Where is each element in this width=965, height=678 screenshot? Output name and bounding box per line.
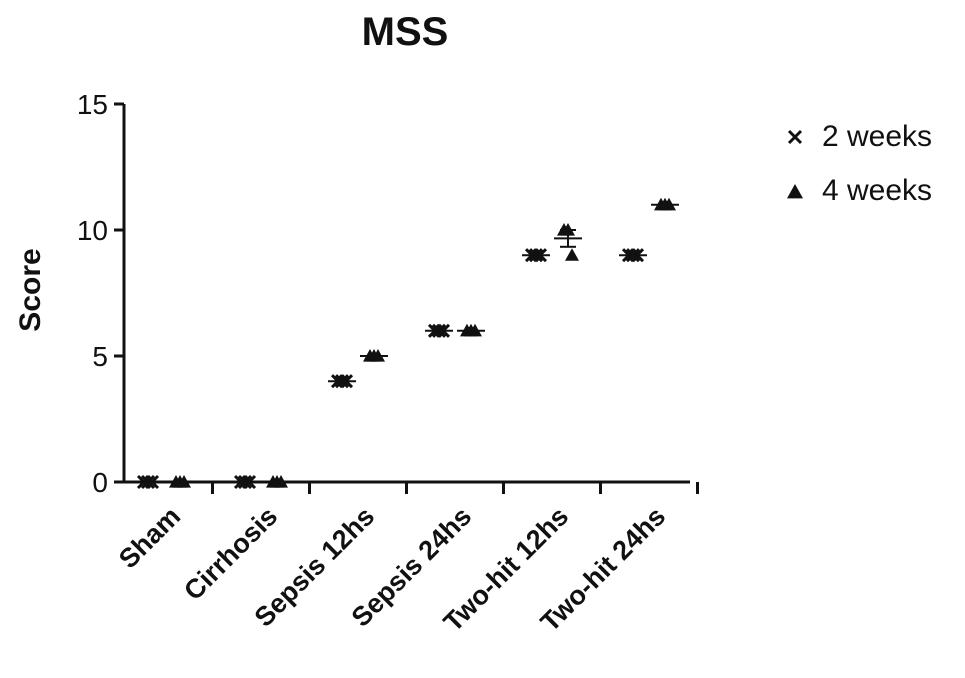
point-group-2-weeks <box>425 323 453 338</box>
data-point-x <box>629 248 645 263</box>
data-point-x <box>528 248 544 263</box>
legend: 2 weeks 4 weeks <box>787 120 932 207</box>
data-point-triangle <box>371 349 385 362</box>
data-point-triangle <box>274 475 288 488</box>
legend-item-2-weeks: 2 weeks <box>787 120 932 153</box>
point-group-2-weeks <box>231 474 259 490</box>
data-points <box>134 197 679 490</box>
y-tick-label: 10 <box>77 215 108 246</box>
data-point-x <box>144 474 160 490</box>
data-point-x <box>625 248 641 263</box>
y-tick-label: 5 <box>92 341 108 372</box>
data-point-triangle <box>177 475 191 488</box>
chart-title: MSS <box>362 10 449 54</box>
data-point-x <box>338 374 354 389</box>
point-group-2-weeks <box>619 248 647 263</box>
data-point-triangle <box>662 197 676 211</box>
data-point-x <box>431 323 447 338</box>
point-group-4-weeks <box>457 323 485 337</box>
data-point-x <box>237 474 253 490</box>
data-point-triangle <box>561 223 575 236</box>
data-point-triangle <box>565 248 579 261</box>
legend-label-2-weeks: 2 weeks <box>822 120 932 153</box>
x-tick-label: Cirrhosis <box>178 501 283 606</box>
x-tick-label: Sham <box>113 501 186 574</box>
point-group-2-weeks <box>134 474 162 490</box>
point-group-4-weeks <box>651 197 679 211</box>
point-group-4-weeks <box>166 475 194 488</box>
y-axis-label: Score <box>14 248 47 331</box>
point-group-2-weeks <box>522 248 550 263</box>
legend-item-4-weeks: 4 weeks <box>787 174 932 207</box>
data-point-x <box>140 474 156 490</box>
legend-label-4-weeks: 4 weeks <box>822 174 932 207</box>
y-tick-label: 0 <box>92 467 108 498</box>
data-point-x <box>435 323 451 338</box>
legend-triangle-marker-icon <box>787 184 803 199</box>
y-axis-ticks: 0 5 10 15 <box>77 89 124 498</box>
data-point-x <box>532 248 548 263</box>
point-group-4-weeks <box>263 475 291 488</box>
legend-x-marker-icon <box>787 129 803 145</box>
point-group-4-weeks <box>360 349 388 362</box>
data-point-triangle <box>468 323 482 337</box>
y-tick-label: 15 <box>77 89 108 120</box>
data-point-x <box>241 474 257 490</box>
point-group-4-weeks <box>554 223 582 261</box>
data-point-x <box>334 374 350 389</box>
point-group-2-weeks <box>328 374 356 389</box>
